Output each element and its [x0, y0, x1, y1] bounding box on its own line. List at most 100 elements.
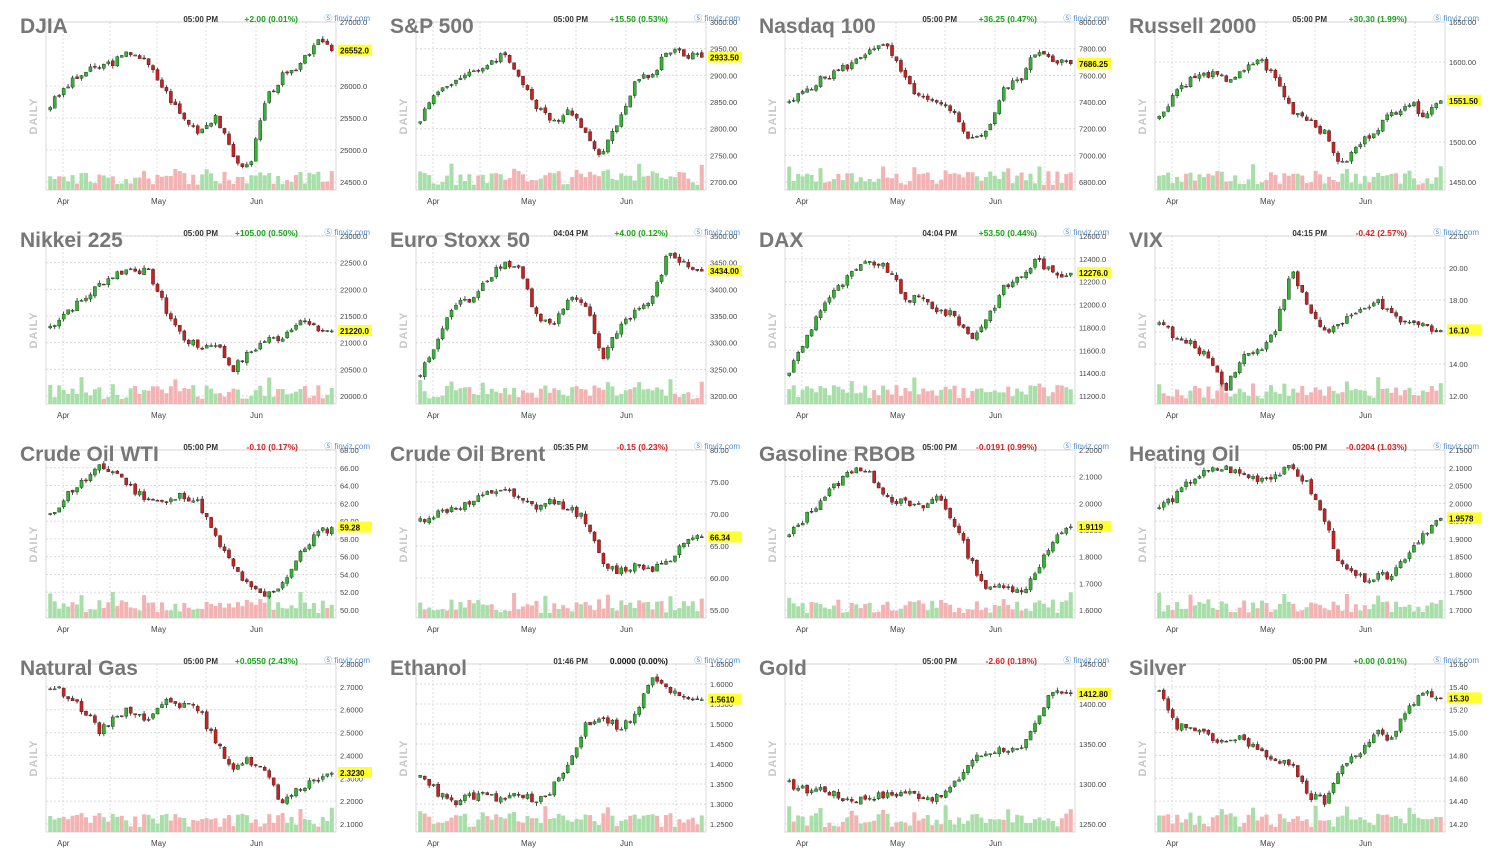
- volume-bar: [961, 388, 966, 404]
- candle: [1193, 477, 1197, 486]
- chart-panel-gasoline-rbob[interactable]: Gasoline RBOB 05:00 PM -0.0191 (0.99%) Ⓢ fi…: [757, 436, 1127, 650]
- volume-bar: [1224, 603, 1229, 618]
- candle: [436, 508, 440, 518]
- candle: [151, 268, 155, 286]
- candle: [169, 88, 173, 105]
- candle: [142, 55, 146, 60]
- chart-panel-euro-stoxx-50[interactable]: Euro Stoxx 50 04:04 PM +4.00 (0.12%) Ⓢ finv…: [388, 222, 758, 436]
- daily-label: DAILY: [398, 312, 410, 349]
- volume-bar: [440, 395, 445, 404]
- chart-panel-heating-oil[interactable]: Heating Oil 05:00 PM -0.0204 (1.03%) Ⓢ finv…: [1127, 436, 1492, 650]
- volume-bar: [845, 817, 850, 832]
- volume-bar: [267, 595, 272, 618]
- chart-panel-ethanol[interactable]: Ethanol 01:46 PM 0.0000 (0.00%) Ⓢ finviz.co…: [388, 650, 758, 864]
- volume-bar: [1059, 183, 1064, 190]
- candle: [93, 713, 97, 725]
- candle: [841, 63, 845, 72]
- volume-bar: [907, 825, 912, 832]
- volume-bar: [453, 184, 458, 190]
- chart-panel-gold[interactable]: Gold 05:00 PM -2.60 (0.18%) Ⓢ finviz.com DAI…: [757, 650, 1127, 864]
- chart-panel-djia[interactable]: DJIA 05:00 PM +2.00 (0.01%) Ⓢ finviz.com DAI…: [18, 8, 388, 222]
- candle: [1278, 472, 1282, 477]
- y-tick-label: 14.00: [1449, 360, 1468, 369]
- volume-bar: [1224, 181, 1229, 190]
- candle: [254, 585, 258, 591]
- grid-lines: [1155, 449, 1445, 618]
- candle: [548, 792, 552, 796]
- candle: [655, 280, 659, 298]
- chart-panel-russell-2000[interactable]: Russell 2000 05:00 PM +30.30 (1.99%) Ⓢ finv…: [1127, 8, 1492, 222]
- chart-panel-nikkei-225[interactable]: Nikkei 225 05:00 PM +105.00 (0.50%) Ⓢ finvi…: [18, 222, 388, 436]
- volume-bar: [1006, 604, 1011, 618]
- chart-panel-s-p-500[interactable]: S&P 500 05:00 PM +15.50 (0.53%) Ⓢ finviz.co…: [388, 8, 758, 222]
- candle: [948, 307, 952, 318]
- candles: [418, 673, 704, 808]
- candle: [899, 498, 903, 507]
- candle: [503, 796, 507, 802]
- volume-bar: [1300, 610, 1305, 618]
- candle: [850, 796, 854, 804]
- volume-bar: [1046, 396, 1051, 404]
- candle: [1055, 59, 1060, 66]
- volume-bar: [476, 175, 481, 190]
- candle: [1371, 301, 1376, 307]
- grid-lines: [785, 235, 1075, 404]
- chart-panel-silver[interactable]: Silver 05:00 PM +0.00 (0.01%) Ⓢ finviz.com D…: [1127, 650, 1492, 864]
- volume-bar: [840, 180, 845, 190]
- candle: [213, 342, 218, 348]
- volume-bar: [467, 826, 472, 832]
- candle: [966, 325, 970, 336]
- volume-bar: [525, 604, 530, 618]
- candle: [271, 89, 276, 93]
- volume-bar: [552, 818, 557, 832]
- candle: [1033, 54, 1037, 59]
- candle: [507, 487, 512, 493]
- grid-lines: [416, 235, 706, 404]
- volume-bar: [467, 174, 472, 190]
- candle: [128, 706, 133, 716]
- y-tick-label: 12600.0: [1079, 232, 1106, 241]
- chart-panel-crude-oil-brent[interactable]: Crude Oil Brent 05:35 PM -0.15 (0.23%) Ⓢ fi…: [388, 436, 758, 650]
- volume-bar: [294, 391, 299, 404]
- volume-bar: [646, 815, 651, 832]
- volume-bar: [307, 172, 312, 190]
- month-label: Apr: [57, 625, 70, 634]
- candle: [254, 136, 258, 162]
- candle: [845, 274, 850, 289]
- volume-bar: [1331, 180, 1336, 190]
- price-change: +2.00 (0.01%): [244, 14, 298, 24]
- candle: [957, 314, 961, 327]
- candle: [182, 112, 187, 121]
- candle: [449, 505, 454, 513]
- volume-bar: [1380, 602, 1385, 618]
- candle: [890, 494, 894, 506]
- candle: [872, 796, 876, 802]
- candle: [583, 301, 588, 307]
- candle: [102, 461, 106, 471]
- volume-bar: [583, 177, 588, 190]
- volume-bar: [235, 176, 240, 190]
- volume-bar: [961, 177, 966, 190]
- volume-bar: [641, 389, 646, 404]
- volume-bar: [1068, 172, 1073, 190]
- candle: [610, 337, 615, 351]
- candle: [102, 722, 106, 737]
- volume-bar: [845, 611, 850, 618]
- volume-bar: [1313, 170, 1318, 190]
- volume-bar: [957, 174, 962, 190]
- chart-panel-nasdaq-100[interactable]: Nasdaq 100 05:00 PM +36.25 (0.47%) Ⓢ finviz…: [757, 8, 1127, 222]
- candle: [1161, 319, 1166, 326]
- volume-bar: [881, 166, 886, 190]
- volume-bar: [1335, 181, 1340, 190]
- chart-panel-natural-gas[interactable]: Natural Gas 05:00 PM +0.0550 (2.43%) Ⓢ finv…: [18, 650, 388, 864]
- volume-bar: [209, 819, 214, 832]
- chart-panel-dax[interactable]: DAX 04:04 PM +53.50 (0.44%) Ⓢ finviz.com DAI…: [757, 222, 1127, 436]
- candle: [1220, 73, 1224, 77]
- y-axis: 2.80002.70002.60002.50002.40002.30002.20…: [340, 660, 363, 829]
- candle: [668, 560, 673, 563]
- candle: [1228, 375, 1233, 391]
- chart-panel-vix[interactable]: VIX 04:15 PM -0.42 (2.57%) Ⓢ finviz.com DAIL…: [1127, 222, 1492, 436]
- candle: [1242, 69, 1246, 73]
- candle: [84, 710, 88, 717]
- chart-panel-crude-oil-wti[interactable]: Crude Oil WTI 05:00 PM -0.10 (0.17%) Ⓢ finv…: [18, 436, 388, 650]
